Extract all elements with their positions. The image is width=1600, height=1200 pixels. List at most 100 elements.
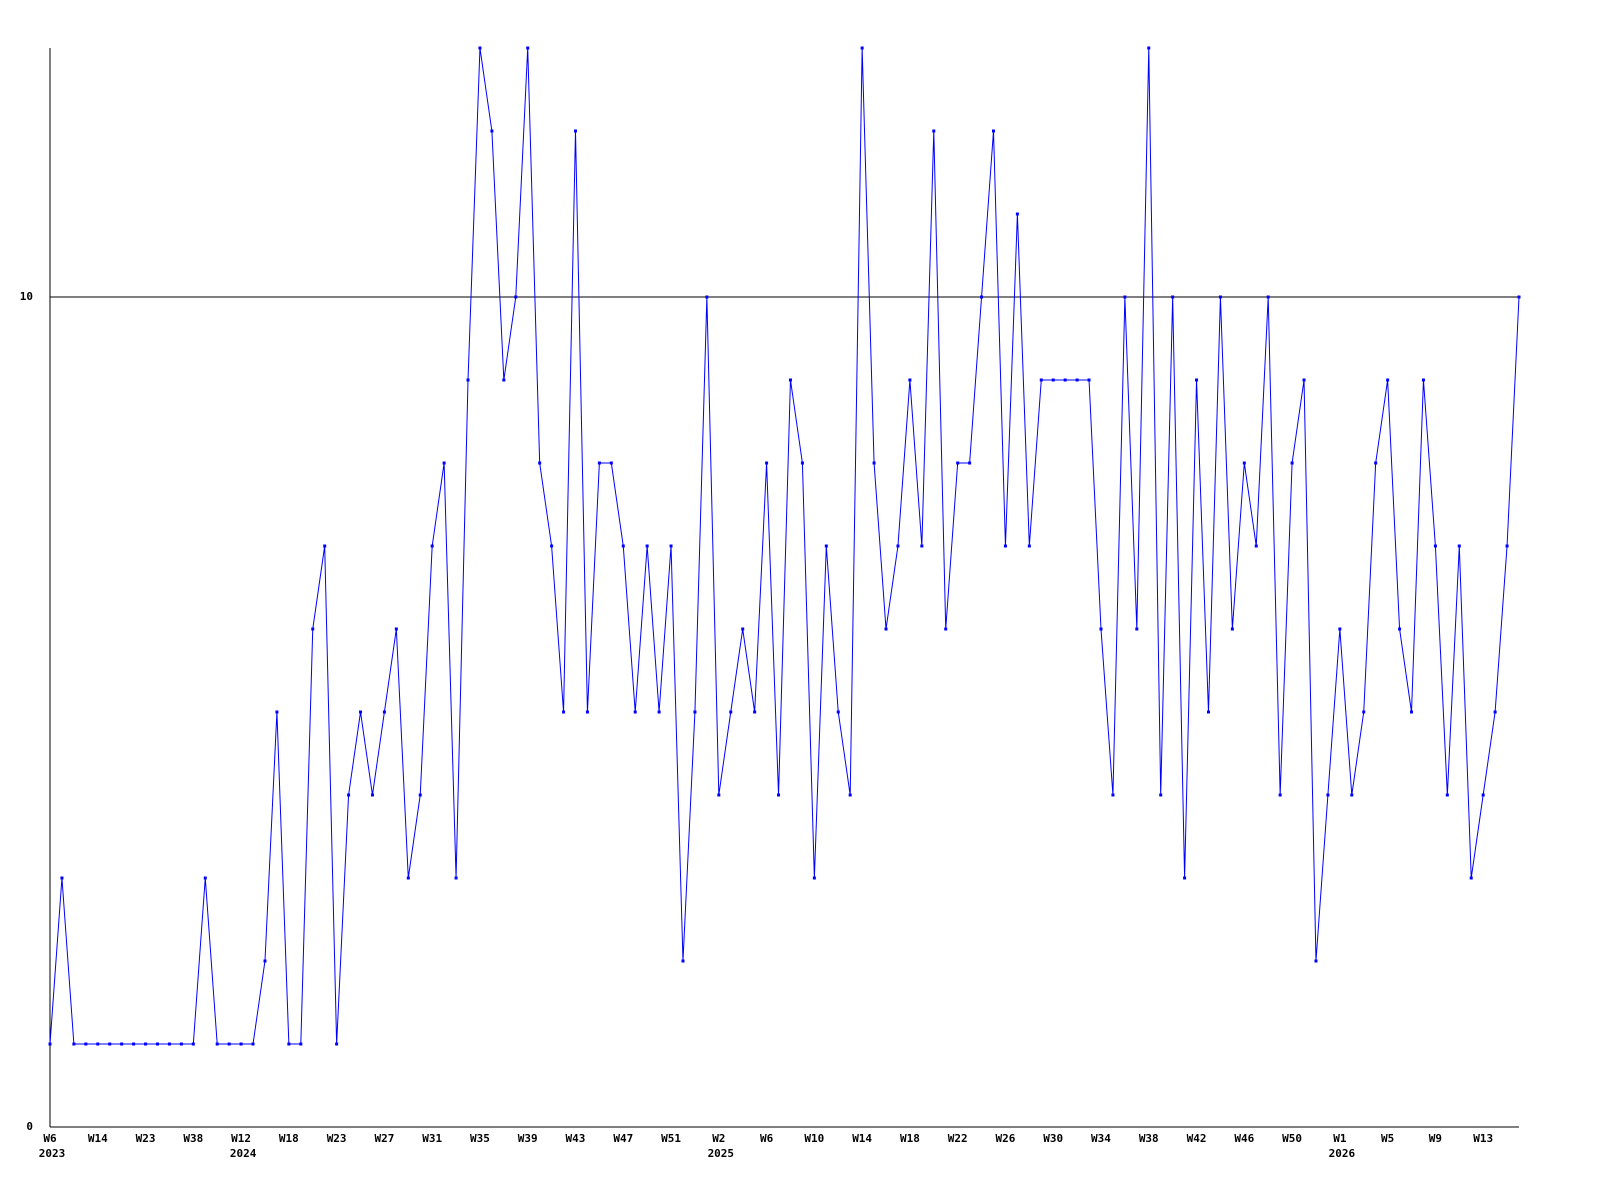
point (645, 544, 649, 548)
point (1278, 793, 1282, 797)
point (179, 1042, 183, 1046)
point (1302, 378, 1306, 382)
point (406, 876, 410, 880)
point (908, 378, 912, 382)
x-tick-label: W38 (183, 1132, 203, 1145)
point (1063, 378, 1067, 382)
point (538, 461, 542, 465)
x-tick-label: W6 (760, 1132, 774, 1145)
point (944, 627, 948, 631)
point (1326, 793, 1330, 797)
point (956, 461, 960, 465)
point (526, 46, 530, 50)
point (1206, 710, 1210, 714)
point (788, 378, 792, 382)
point (896, 544, 900, 548)
point (347, 793, 351, 797)
point (263, 959, 267, 963)
x-year-label: 2025 (708, 1147, 735, 1160)
x-tick-label: W39 (518, 1132, 538, 1145)
point (1314, 959, 1318, 963)
point (573, 129, 577, 133)
point (1242, 461, 1246, 465)
y-tick-label: 0 (26, 1120, 33, 1133)
x-year-label: 2024 (230, 1147, 257, 1160)
point (167, 1042, 171, 1046)
point (1015, 212, 1019, 216)
point (777, 793, 781, 797)
point (1159, 793, 1163, 797)
point (60, 876, 64, 880)
point (1171, 295, 1175, 299)
x-tick-label: W5 (1381, 1132, 1394, 1145)
point (1266, 295, 1270, 299)
point (1195, 378, 1199, 382)
point (717, 793, 721, 797)
point (1433, 544, 1437, 548)
x-tick-label: W10 (804, 1132, 824, 1145)
point (992, 129, 996, 133)
x-tick-label: W46 (1234, 1132, 1254, 1145)
point (753, 710, 757, 714)
point (1051, 378, 1055, 382)
point (1338, 627, 1342, 631)
point (1218, 295, 1222, 299)
point (562, 710, 566, 714)
point (657, 710, 661, 714)
point (311, 627, 315, 631)
point (442, 461, 446, 465)
point (454, 876, 458, 880)
point (884, 627, 888, 631)
x-tick-label: W6 (43, 1132, 57, 1145)
x-tick-label: W2 (712, 1132, 725, 1145)
point (215, 1042, 219, 1046)
point (418, 793, 422, 797)
point (155, 1042, 159, 1046)
x-tick-label: W50 (1282, 1132, 1302, 1145)
point (144, 1042, 148, 1046)
point (1039, 378, 1043, 382)
point (120, 1042, 124, 1046)
point (597, 461, 601, 465)
point (1469, 876, 1473, 880)
point (1493, 710, 1497, 714)
point (968, 461, 972, 465)
point (514, 295, 518, 299)
x-tick-label: W26 (996, 1132, 1016, 1145)
point (1099, 627, 1103, 631)
point (836, 710, 840, 714)
point (370, 793, 374, 797)
point (1421, 378, 1425, 382)
point (1230, 627, 1234, 631)
line (49, 47, 1520, 1045)
point (1457, 544, 1461, 548)
point (1374, 461, 1378, 465)
point (48, 1042, 52, 1046)
point (1386, 378, 1390, 382)
x-tick-label: W27 (374, 1132, 394, 1145)
point (1254, 544, 1258, 548)
point (96, 1042, 100, 1046)
point (239, 1042, 243, 1046)
point (1003, 544, 1007, 548)
point (1517, 295, 1521, 299)
point (1147, 46, 1151, 50)
x-tick-label: W9 (1429, 1132, 1442, 1145)
x-tick-label: W34 (1091, 1132, 1111, 1145)
point (251, 1042, 255, 1046)
point (430, 544, 434, 548)
point (203, 876, 207, 880)
point (191, 1042, 195, 1046)
point (84, 1042, 88, 1046)
point (1290, 461, 1294, 465)
point (323, 544, 327, 548)
point (502, 378, 506, 382)
point (920, 544, 924, 548)
point (848, 793, 852, 797)
point (1087, 378, 1091, 382)
x-tick-label: W12 (231, 1132, 251, 1145)
point (1481, 793, 1485, 797)
x-year-label: 2023 (39, 1147, 66, 1160)
point (359, 710, 363, 714)
